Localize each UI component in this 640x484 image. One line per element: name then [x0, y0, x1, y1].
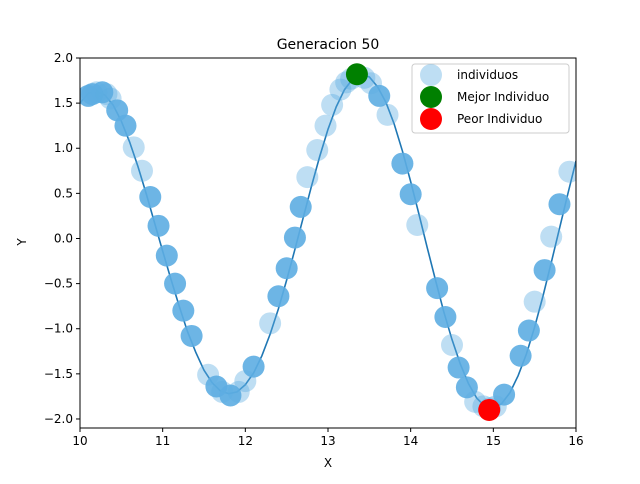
- y-axis-label: Y: [15, 238, 29, 247]
- individual-point: [306, 139, 329, 162]
- individual-point: [548, 193, 571, 216]
- individual-point: [434, 306, 457, 328]
- individual-point: [131, 159, 153, 182]
- y-tick-label: −2.0: [44, 412, 73, 426]
- individual-point: [426, 277, 449, 300]
- individual-point: [227, 380, 250, 403]
- individual-point: [441, 333, 463, 356]
- legend-marker-peor: [420, 108, 442, 130]
- y-tick-label: 0.0: [54, 231, 73, 245]
- individual-point: [447, 356, 470, 379]
- individual-point: [406, 213, 429, 236]
- legend-marker-individuos: [420, 64, 442, 86]
- individual-point: [289, 195, 312, 218]
- y-tick-label: −1.0: [44, 322, 73, 336]
- individual-point: [95, 83, 118, 106]
- individual-point: [122, 136, 145, 159]
- y-tick-label: −1.5: [44, 367, 73, 381]
- individual-point: [509, 344, 532, 367]
- individual-point: [259, 312, 282, 335]
- individual-point: [139, 185, 162, 208]
- individual-point: [91, 81, 114, 104]
- individual-point: [242, 355, 265, 378]
- x-tick-label: 13: [320, 434, 335, 448]
- y-tick-label: 0.5: [54, 186, 73, 200]
- x-axis-label: X: [324, 456, 332, 470]
- individual-point: [172, 299, 195, 322]
- individual-point: [558, 160, 576, 183]
- legend-box: [411, 63, 570, 134]
- x-tick-label: 14: [403, 434, 418, 448]
- x-tick-label: 12: [238, 434, 253, 448]
- y-tick-label: 2.0: [54, 51, 73, 65]
- individual-point: [517, 319, 540, 342]
- plot-area: [80, 63, 576, 421]
- legend: individuos Mejor Individuo Peor Individuo: [411, 63, 570, 134]
- legend-label: Peor Individuo: [457, 112, 542, 126]
- individual-point: [391, 152, 414, 175]
- individual-point: [399, 183, 422, 206]
- x-tick-label: 16: [568, 434, 583, 448]
- best-individual-point: [345, 63, 368, 86]
- individual-point: [296, 166, 319, 189]
- y-tick-label: 1.0: [54, 141, 73, 155]
- individual-point: [164, 272, 187, 295]
- individual-point: [376, 103, 399, 126]
- individual-point: [283, 226, 306, 249]
- individual-point: [219, 384, 242, 407]
- y-tick-label: −0.5: [44, 277, 73, 291]
- worst-individual-point: [478, 398, 501, 421]
- individual-point: [314, 114, 337, 137]
- individual-point: [329, 78, 352, 101]
- individual-point: [493, 383, 516, 406]
- x-tick-label: 15: [486, 434, 501, 448]
- y-tick-label: 1.5: [54, 96, 73, 110]
- legend-label: Mejor Individuo: [457, 90, 549, 104]
- individual-point: [540, 225, 563, 248]
- axes: 10 11 12 13 14 15 16 −2.0 −1.5 −1.0 −0.5 0.0 0.5 1.0 1…: [44, 51, 584, 448]
- individual-point: [275, 257, 298, 280]
- individual-point: [533, 259, 556, 282]
- plot-clipped: [80, 63, 576, 421]
- x-tick-label: 11: [155, 434, 170, 448]
- individual-point: [155, 244, 178, 267]
- individual-point: [180, 324, 203, 347]
- individual-point: [147, 214, 170, 237]
- individual-point: [455, 376, 478, 399]
- individual-point: [321, 93, 344, 116]
- legend-label: individuos: [457, 68, 518, 82]
- chart-title: Generacion 50: [277, 37, 380, 53]
- individual-point: [267, 285, 290, 308]
- individual-point: [114, 114, 137, 137]
- individual-point: [523, 290, 546, 313]
- x-tick-label: 10: [72, 434, 87, 448]
- legend-marker-mejor: [420, 86, 442, 108]
- individual-point: [368, 84, 391, 107]
